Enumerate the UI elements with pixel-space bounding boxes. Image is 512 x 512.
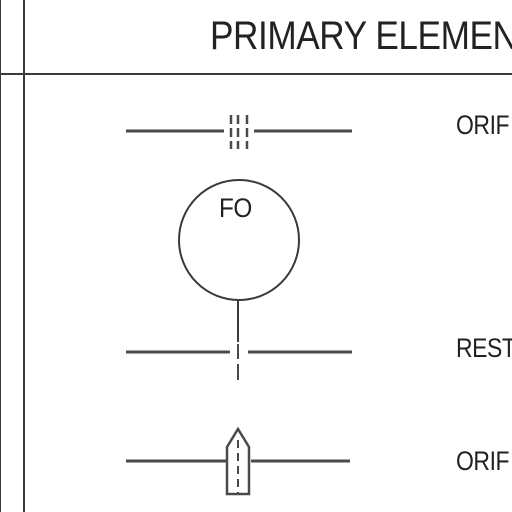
- orifice-symbol: [126, 115, 352, 149]
- orifice-fitting-symbol: [126, 426, 350, 496]
- fo-bubble-symbol: [178, 179, 300, 342]
- header-title: PRIMARY ELEMEN: [210, 14, 512, 58]
- orifice-fitting-label: ORIF: [456, 446, 510, 476]
- orifice-label: ORIF: [456, 110, 510, 140]
- restriction-symbol: [126, 344, 352, 380]
- fo-tag-label: FO: [219, 193, 252, 223]
- restriction-label: REST: [456, 333, 512, 363]
